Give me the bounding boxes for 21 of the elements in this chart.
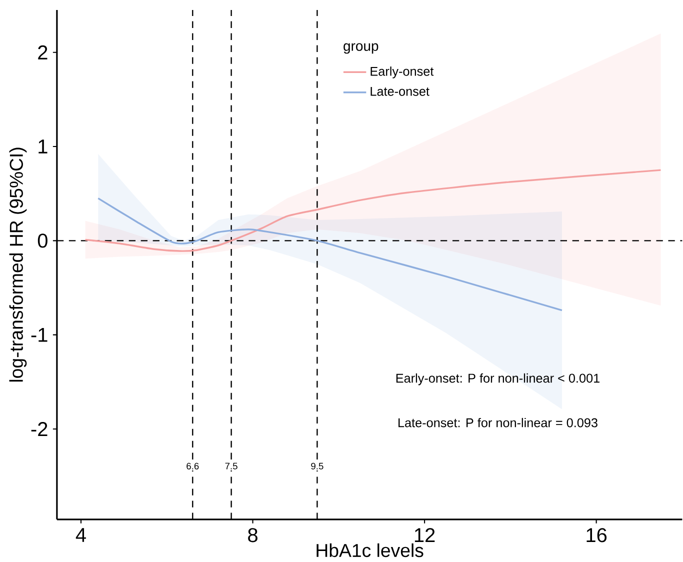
x-tick-label: 16 — [586, 528, 607, 542]
annotation: Early-onset: P for non-linear < 0.001 — [396, 374, 600, 386]
y-tick-label: 2 — [38, 46, 48, 60]
x-axis-title: HbA1c levels — [316, 544, 424, 558]
y-tick-label: -1 — [31, 328, 48, 342]
line-series — [84, 169, 662, 252]
y-tick-label: 1 — [38, 140, 48, 154]
annotation: Late-onset: P for non-linear = 0.093 — [398, 418, 598, 428]
x-tick-label: 8 — [248, 528, 258, 542]
legend-label: Late-onset — [370, 87, 430, 96]
ref-line-label: 7.5 — [225, 463, 238, 470]
x-tick-label: 12 — [414, 528, 435, 542]
ref-line-label: 6.6 — [186, 463, 199, 470]
legend-title: group — [344, 43, 378, 54]
legend-label: Early-onset — [370, 66, 434, 79]
y-tick-label: -2 — [31, 422, 48, 436]
line-series — [97, 198, 563, 312]
ref-line-label: 9.5 — [311, 463, 324, 470]
y-tick-label: 0 — [38, 234, 48, 248]
y-axis-title: log-transformed HR (95%CI) — [9, 148, 27, 382]
x-tick-label: 4 — [76, 528, 86, 542]
